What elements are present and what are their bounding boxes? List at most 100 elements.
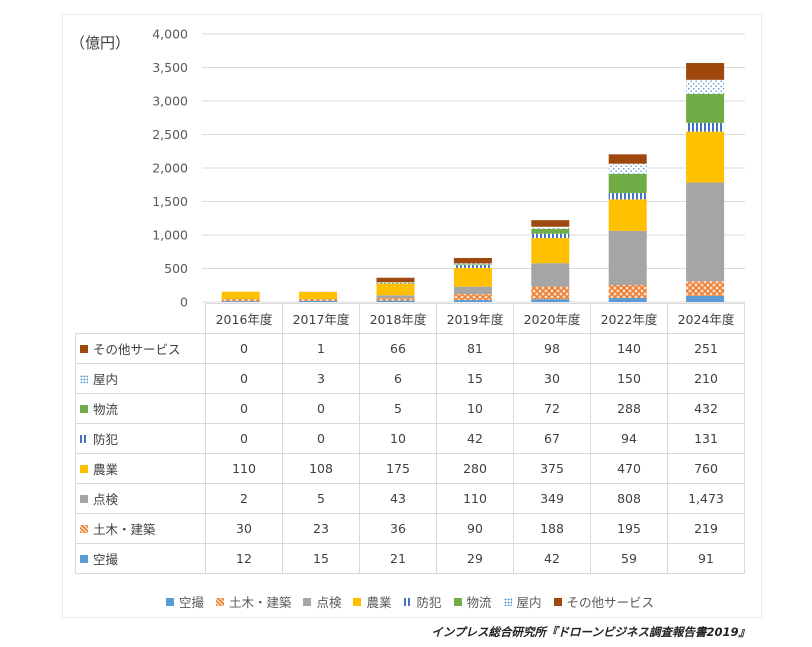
bar-segment-土木・建築 bbox=[221, 299, 260, 302]
table-corner bbox=[75, 303, 206, 334]
table-header-year: 2016年度 bbox=[205, 303, 283, 334]
bar-segment-防犯 bbox=[453, 265, 492, 268]
table-header-year: 2024年度 bbox=[667, 303, 745, 334]
bar-segment-防犯 bbox=[376, 282, 415, 284]
row-label-text: 土木・建築 bbox=[93, 522, 156, 537]
bar-segment-空撮 bbox=[221, 301, 260, 302]
table-row: 防犯 0 0 10 42 67 94 131 bbox=[75, 423, 745, 454]
chart-frame bbox=[62, 14, 762, 618]
table-cell: 81 bbox=[436, 333, 514, 364]
table-cell: 175 bbox=[359, 453, 437, 484]
row-label: 農業 bbox=[75, 453, 206, 484]
bar-segment-農業 bbox=[299, 291, 338, 300]
bar-segment-農業 bbox=[221, 291, 260, 300]
table-cell: 23 bbox=[282, 513, 360, 544]
table-cell: 760 bbox=[667, 453, 745, 484]
bar-segment-空撮 bbox=[453, 300, 492, 302]
bar-segment-空撮 bbox=[608, 298, 647, 302]
y-tick-label: 3,500 bbox=[152, 60, 188, 75]
table-cell: 0 bbox=[205, 333, 283, 364]
bar-segment-点検 bbox=[376, 295, 415, 299]
bar-segment-防犯 bbox=[686, 122, 725, 132]
bar-segment-土木・建築 bbox=[299, 299, 338, 301]
row-label: 点検 bbox=[75, 483, 206, 514]
table-cell: 0 bbox=[205, 363, 283, 394]
legend-key-icon bbox=[80, 495, 88, 503]
y-tick-label: 0 bbox=[180, 295, 188, 310]
legend-key-icon bbox=[80, 525, 88, 533]
table-cell: 2 bbox=[205, 483, 283, 514]
table-cell: 5 bbox=[282, 483, 360, 514]
table-cell: 195 bbox=[590, 513, 668, 544]
table-cell: 15 bbox=[436, 363, 514, 394]
row-label-text: 物流 bbox=[93, 402, 119, 417]
legend-label: 屋内 bbox=[516, 595, 542, 610]
table-cell: 108 bbox=[282, 453, 360, 484]
bar-segment-土木・建築 bbox=[376, 298, 415, 301]
legend-item: 土木・建築 bbox=[215, 592, 292, 611]
table-cell: 91 bbox=[667, 543, 745, 574]
table-cell: 30 bbox=[513, 363, 591, 394]
table-row: 点検 2 5 43 110 349 808 1,473 bbox=[75, 483, 745, 514]
bar-segment-その他サービス bbox=[531, 220, 570, 227]
bar-segment-物流 bbox=[608, 173, 647, 194]
bar-segment-物流 bbox=[531, 228, 570, 234]
table-cell: 66 bbox=[359, 333, 437, 364]
legend-key-icon bbox=[215, 598, 224, 606]
bar-segment-土木・建築 bbox=[453, 294, 492, 301]
legend: 空撮 土木・建築 点検 農業 防犯 物流 屋内 その他サービス bbox=[75, 592, 745, 611]
table-cell: 251 bbox=[667, 333, 745, 364]
legend-label: 土木・建築 bbox=[228, 595, 292, 610]
table-cell: 470 bbox=[590, 453, 668, 484]
legend-item: 防犯 bbox=[403, 592, 442, 611]
bar-segment-防犯 bbox=[531, 233, 570, 239]
bar-segment-物流 bbox=[453, 264, 492, 266]
table-cell: 12 bbox=[205, 543, 283, 574]
table-cell: 375 bbox=[513, 453, 591, 484]
table-cell: 110 bbox=[205, 453, 283, 484]
bar-segment-土木・建築 bbox=[531, 286, 570, 300]
y-tick-label: 3,000 bbox=[152, 94, 188, 109]
legend-key-icon bbox=[80, 435, 88, 443]
table-cell: 0 bbox=[205, 393, 283, 424]
legend-item: 物流 bbox=[453, 592, 492, 611]
table-cell: 6 bbox=[359, 363, 437, 394]
legend-label: 農業 bbox=[366, 595, 392, 610]
table-cell: 90 bbox=[436, 513, 514, 544]
table-cell: 131 bbox=[667, 423, 745, 454]
y-tick-label: 500 bbox=[164, 261, 188, 276]
row-label: 防犯 bbox=[75, 423, 206, 454]
y-tick-label: 4,000 bbox=[152, 27, 188, 42]
table-cell: 150 bbox=[590, 363, 668, 394]
legend-label: 防犯 bbox=[416, 595, 442, 610]
table-cell: 94 bbox=[590, 423, 668, 454]
row-label-text: 農業 bbox=[93, 462, 119, 477]
bar-segment-農業 bbox=[376, 283, 415, 296]
bar-segment-その他サービス bbox=[608, 154, 647, 164]
table-cell: 1,473 bbox=[667, 483, 745, 514]
data-table: 2016年度 2017年度 2018年度 2019年度 2020年度 2022年度 2024… bbox=[75, 303, 745, 574]
bar-segment-物流 bbox=[686, 93, 725, 123]
table-cell: 36 bbox=[359, 513, 437, 544]
legend-item: 点検 bbox=[303, 592, 341, 611]
row-label: 空撮 bbox=[75, 543, 206, 574]
table-cell: 219 bbox=[667, 513, 745, 544]
bar-segment-屋内 bbox=[686, 79, 725, 94]
table-cell: 5 bbox=[359, 393, 437, 424]
table-row: 土木・建築 30 23 36 90 188 195 219 bbox=[75, 513, 745, 544]
legend-label: 点検 bbox=[316, 595, 342, 610]
legend-key-icon bbox=[80, 555, 88, 563]
bar-segment-土木・建築 bbox=[608, 284, 647, 299]
y-tick-label: 1,500 bbox=[152, 194, 188, 209]
table-cell: 10 bbox=[436, 393, 514, 424]
legend-item: 空撮 bbox=[165, 592, 204, 611]
table-cell: 1 bbox=[282, 333, 360, 364]
legend-label: 空撮 bbox=[178, 595, 204, 610]
table-cell: 188 bbox=[513, 513, 591, 544]
legend-item: その他サービス bbox=[553, 592, 655, 611]
table-cell: 72 bbox=[513, 393, 591, 424]
legend-label: その他サービス bbox=[566, 595, 655, 610]
table-header-year: 2017年度 bbox=[282, 303, 360, 334]
bar-segment-農業 bbox=[608, 199, 647, 231]
bar-segment-農業 bbox=[686, 131, 725, 183]
